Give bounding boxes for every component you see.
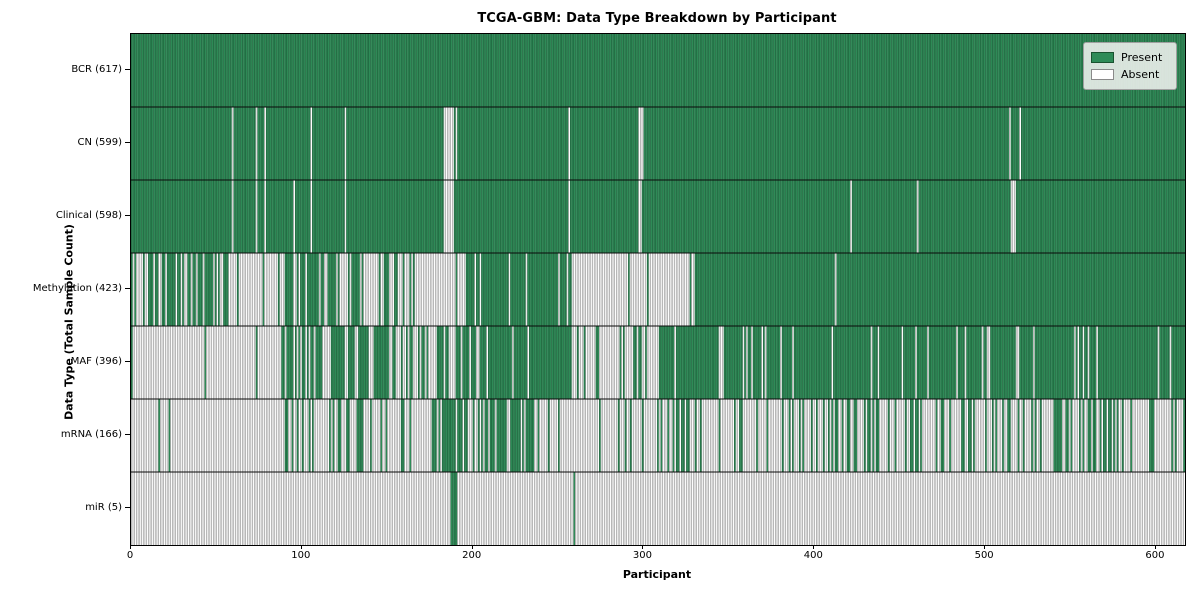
x-tick-mark: [130, 545, 131, 549]
y-tick-mark: [125, 69, 130, 70]
presence-matrix-canvas: [131, 34, 1185, 545]
x-tick-mark: [471, 545, 473, 549]
y-tick-label-bcr: BCR (617): [71, 63, 122, 75]
y-tick-mark: [125, 434, 130, 435]
legend: Present Absent: [1083, 42, 1177, 90]
x-axis-label: Participant: [622, 568, 692, 581]
x-tick-label-400: 400: [803, 550, 823, 561]
x-tick-label-300: 300: [632, 550, 653, 561]
x-tick-label-500: 500: [974, 550, 994, 561]
y-tick-mark: [125, 288, 130, 289]
x-tick-mark: [813, 545, 815, 549]
present-swatch-icon: [1091, 52, 1114, 63]
y-tick-mark: [125, 215, 130, 216]
y-tick-label-clinical: Clinical (598): [55, 209, 122, 221]
x-tick-mark: [1154, 545, 1156, 549]
x-tick-mark: [300, 545, 302, 549]
y-axis-label: Data Type (Total Sample Count): [62, 224, 76, 420]
legend-label-absent: Absent: [1121, 68, 1160, 81]
x-tick-mark: [642, 545, 644, 549]
y-tick-label-mir: miR (5): [85, 501, 122, 513]
absent-swatch-icon: [1091, 69, 1114, 80]
legend-entry-absent: Absent: [1091, 66, 1168, 83]
y-tick-label-mrna: mRNA (166): [60, 428, 122, 440]
x-tick-mark: [984, 545, 986, 549]
legend-entry-present: Present: [1091, 49, 1168, 66]
y-tick-label-methylation: Methylation (423): [32, 282, 122, 294]
y-tick-mark: [125, 361, 130, 362]
x-tick-label-600: 600: [1145, 550, 1165, 561]
chart-title: TCGA-GBM: Data Type Breakdown by Partici…: [477, 11, 837, 26]
y-tick-mark: [125, 507, 130, 508]
y-tick-label-maf: MAF (396): [70, 355, 122, 367]
plot-area: Data Type (Total Sample Count): [63, 33, 1186, 546]
y-tick-label-cn: CN (599): [77, 136, 122, 148]
x-tick-label-200: 200: [462, 550, 482, 561]
legend-label-present: Present: [1121, 51, 1163, 64]
x-tick-label-100: 100: [291, 550, 311, 561]
x-tick-label-0: 0: [126, 550, 134, 561]
y-tick-mark: [125, 142, 130, 143]
